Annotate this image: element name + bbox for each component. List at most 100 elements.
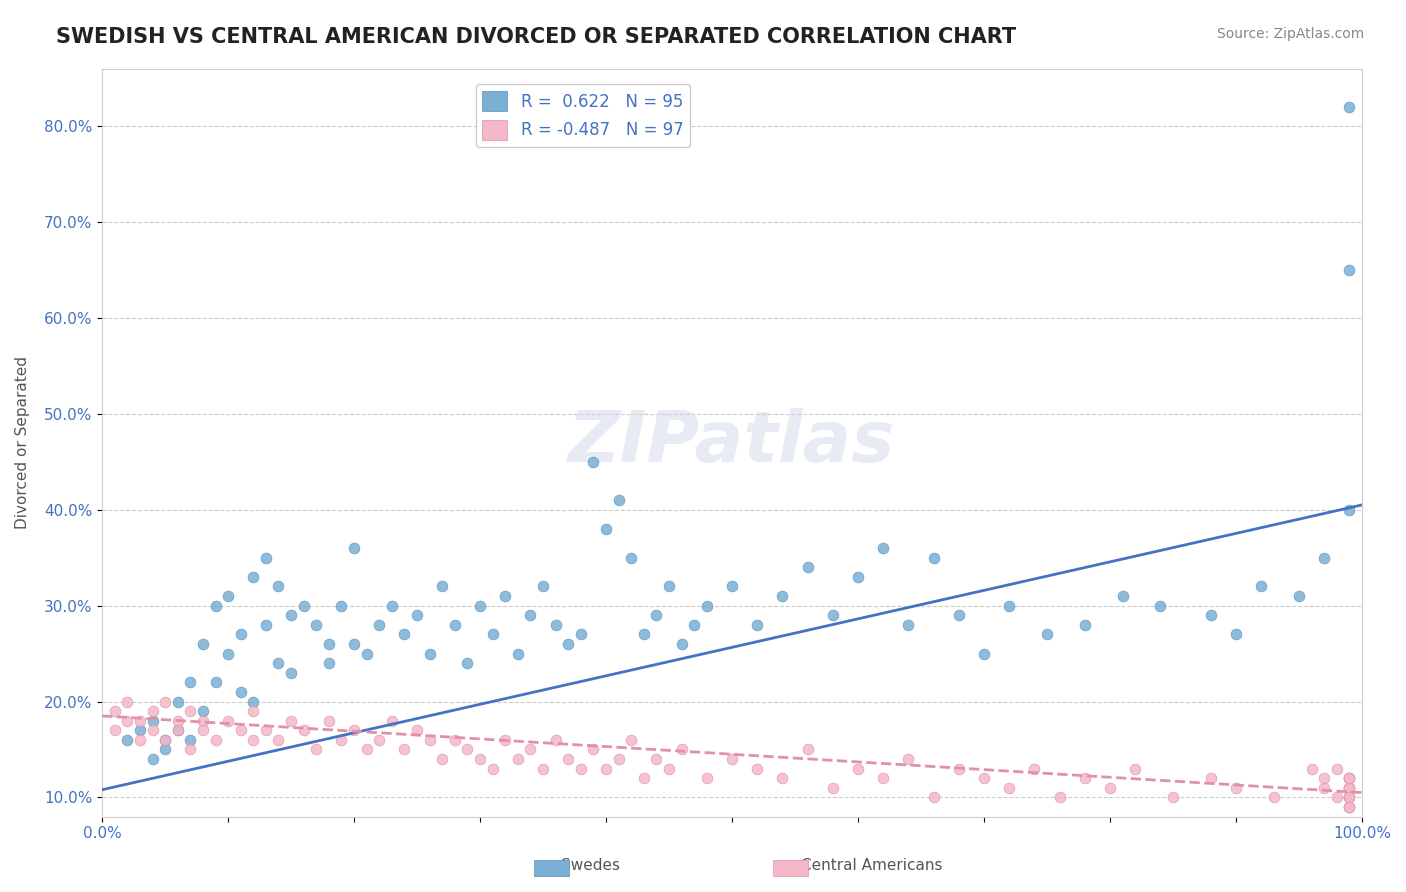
Point [696,599,718,613]
Point [948,608,970,623]
Point [569,627,592,641]
Point [1199,771,1222,785]
Point [217,714,239,728]
Point [683,617,706,632]
Point [456,656,478,670]
Point [318,656,340,670]
Point [1250,579,1272,593]
Point [506,752,529,766]
Point [229,627,252,641]
Point [1339,780,1361,795]
Point [1301,762,1323,776]
Point [153,732,176,747]
Point [267,579,290,593]
Point [1339,771,1361,785]
Point [1339,100,1361,114]
Point [419,732,441,747]
Point [998,599,1021,613]
Point [280,714,302,728]
Point [368,617,391,632]
Point [129,723,152,738]
Point [620,732,643,747]
Point [494,589,516,603]
Point [645,752,668,766]
Point [229,723,252,738]
Point [1098,780,1121,795]
Point [141,752,163,766]
Point [973,647,995,661]
Point [481,762,503,776]
Point [242,570,264,584]
Point [658,762,681,776]
Point [343,637,366,651]
Point [166,723,188,738]
Y-axis label: Divorced or Separated: Divorced or Separated [15,356,30,529]
Point [519,608,541,623]
Point [1074,617,1097,632]
Point [671,742,693,756]
Point [494,732,516,747]
Point [1049,790,1071,805]
Point [582,742,605,756]
Point [1288,589,1310,603]
Point [179,732,201,747]
Point [569,762,592,776]
Point [419,647,441,661]
Point [1339,800,1361,814]
Point [153,694,176,708]
Point [1339,502,1361,516]
Point [721,579,744,593]
Point [772,771,794,785]
Point [531,579,554,593]
Point [356,647,378,661]
Point [117,732,139,747]
Text: Central Americans: Central Americans [801,858,942,872]
Point [557,637,579,651]
Point [242,732,264,747]
Point [179,704,201,718]
Point [406,723,429,738]
Point [166,723,188,738]
Point [1149,599,1171,613]
Point [721,752,744,766]
Point [217,589,239,603]
Point [343,541,366,555]
Point [633,627,655,641]
Point [506,647,529,661]
Point [595,762,617,776]
Point [1123,762,1146,776]
Point [468,599,491,613]
Point [129,732,152,747]
Point [620,550,643,565]
Point [922,790,945,805]
Point [671,637,693,651]
Point [381,714,404,728]
Point [948,762,970,776]
Point [356,742,378,756]
Point [747,617,769,632]
Point [796,560,818,574]
Point [1339,800,1361,814]
Point [1313,550,1336,565]
Point [1339,780,1361,795]
Point [1339,263,1361,277]
Point [406,608,429,623]
Point [394,627,416,641]
Point [1263,790,1285,805]
Point [1225,627,1247,641]
Point [444,617,467,632]
Point [432,579,454,593]
Point [846,570,869,584]
Point [1024,762,1046,776]
Point [394,742,416,756]
Point [1326,762,1348,776]
Point [141,714,163,728]
Point [897,752,920,766]
Point [381,599,404,613]
Point [254,550,277,565]
Point [330,732,353,747]
Point [922,550,945,565]
Point [204,599,226,613]
Point [582,455,605,469]
Point [242,694,264,708]
